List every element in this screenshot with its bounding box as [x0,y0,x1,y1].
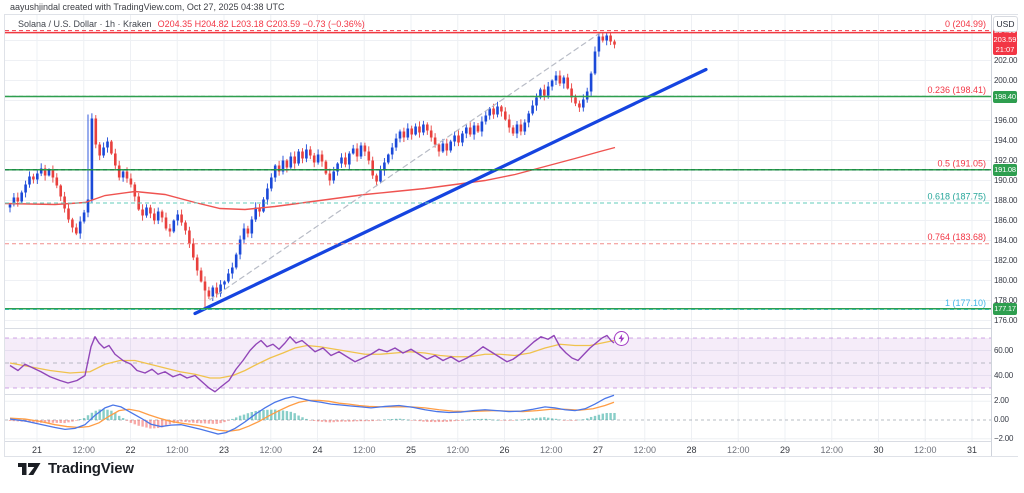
tradingview-logo-icon [18,462,41,475]
rsi-ma-line [9,339,615,379]
time-tick-label: 12:00 [633,445,656,455]
symbol-header: Solana / U.S. Dollar · 1h · Kraken O204.3… [18,19,365,29]
time-tick-label: 28 [686,445,696,455]
candles [8,32,616,309]
price-tick-label: 192.00 [994,155,1018,165]
chart-frame: Solana / U.S. Dollar · 1h · Kraken O204.3… [4,14,1019,457]
current-price-badge: 203.59 21:07 [993,34,1017,55]
time-tick-label: 27 [593,445,603,455]
time-tick-label: 29 [780,445,790,455]
currency-unit-button[interactable]: USD [993,16,1018,32]
time-tick-label: 12:00 [727,445,750,455]
chart-plot[interactable]: 0 (204.99) 0.236 (198.41) 0.5 (191.05) 0.61… [5,15,991,456]
fib-retracement[interactable]: 0 (204.99) 0.236 (198.41) 0.5 (191.05) 0.61… [5,19,991,310]
level-price-badge: 191.08 [993,163,1017,176]
rsi-tick-label: 40.00 [994,370,1014,380]
time-tick-label: 31 [967,445,977,455]
price-tick-label: 186.00 [994,215,1018,225]
macd-line [9,394,615,435]
time-tick-label: 23 [219,445,229,455]
price-tick-label: 188.00 [994,195,1018,205]
fib-label: 1 (177.10) [945,298,986,308]
ohlc-values: O204.35 H204.82 L203.18 C203.59 −0.73 (−… [157,19,365,29]
lightning-icon [618,334,625,343]
time-tick-label: 12:00 [820,445,843,455]
level-price-badge: 198.40 [993,90,1017,103]
time-tick-label: 12:00 [446,445,469,455]
time-tick-label: 26 [499,445,509,455]
price-tick-label: 184.00 [994,235,1018,245]
fib-label: 0.764 (183.68) [927,232,986,242]
time-tick-label: 12:00 [72,445,95,455]
bar-countdown: 21:07 [995,44,1015,54]
price-pane: 0 (204.99) 0.236 (198.41) 0.5 (191.05) 0.61… [5,19,991,316]
rsi-tick-label: 60.00 [994,345,1014,355]
time-tick-label: 12:00 [353,445,376,455]
time-axis[interactable]: 21 12:00 22 12:00 23 12:00 24 12:00 25 12:00 26 12:… [32,445,977,455]
time-tick-label: 30 [873,445,883,455]
idea-marker[interactable] [614,331,629,346]
time-tick-label: 25 [406,445,416,455]
price-tick-label: 176.00 [994,315,1018,325]
current-price: 203.59 [993,34,1017,44]
support-trendline[interactable] [193,67,708,316]
price-axis[interactable]: USD 204.00202.00200.00198.00196.00194.00… [991,15,1019,456]
fib-label: 0.5 (191.05) [937,159,986,169]
rsi-pane [5,334,991,393]
price-tick-label: 182.00 [994,255,1018,265]
rsi-band [5,338,991,388]
time-tick-label: 22 [125,445,135,455]
time-tick-label: 12:00 [166,445,189,455]
time-tick-label: 21 [32,445,42,455]
time-tick-label: 24 [312,445,322,455]
tradingview-logo-text: TradingView [48,460,134,477]
macd-tick-label: 2.00 [994,396,1009,406]
macd-tick-label: −2.00 [994,433,1014,443]
price-tick-label: 190.00 [994,175,1018,185]
fib-label: 0.236 (198.41) [927,85,986,95]
fib-label: 0.618 (187.75) [927,192,986,202]
time-tick-label: 12:00 [259,445,282,455]
attribution-text: aayushjindal created with TradingView.co… [10,2,285,12]
price-tick-label: 194.00 [994,135,1018,145]
time-tick-label: 12:00 [540,445,563,455]
macd-pane [5,394,991,435]
price-tick-label: 196.00 [994,115,1018,125]
level-price-badge: 177.17 [993,302,1017,315]
rsi-line [9,334,615,393]
price-tick-label: 202.00 [994,55,1018,65]
fib-label: 0 (204.99) [945,19,986,29]
price-tick-label: 180.00 [994,275,1018,285]
time-tick-label: 12:00 [914,445,937,455]
tradingview-logo[interactable]: TradingView [18,460,134,477]
price-tick-label: 178.00 [994,295,1018,305]
channel-guide[interactable] [209,30,603,301]
price-tick-label: 200.00 [994,75,1018,85]
symbol-title: Solana / U.S. Dollar · 1h · Kraken [18,19,152,29]
macd-tick-label: 0.00 [994,415,1009,424]
